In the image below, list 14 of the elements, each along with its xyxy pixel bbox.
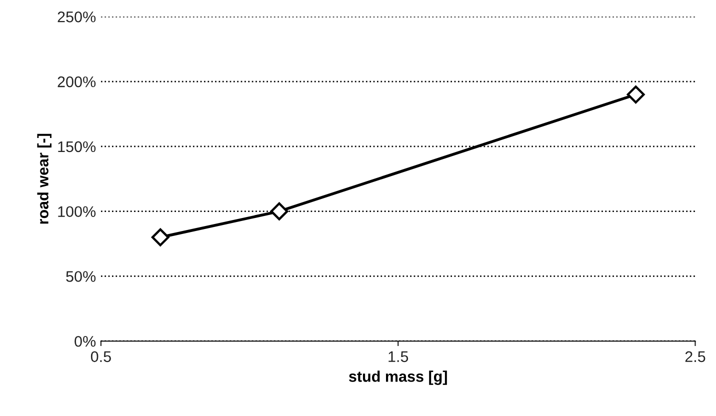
y-axis-title: road wear [-] <box>37 134 52 224</box>
y-tick-label: 150% <box>58 141 96 152</box>
y-tick-label: 250% <box>58 12 96 22</box>
point <box>151 228 170 246</box>
x-tick-label: 2.5 <box>685 351 706 362</box>
y-tick-label: 50% <box>66 271 96 282</box>
y-tick-label: 0% <box>74 336 96 347</box>
y-tick-label: 100% <box>58 206 96 218</box>
x-axis-title: stud mass [g] <box>348 370 447 385</box>
point <box>626 86 645 104</box>
point <box>270 202 288 220</box>
x-tick-label: 0.5 <box>90 351 111 362</box>
x-tick-label: 1.5 <box>388 351 408 362</box>
y-tick-label: 200% <box>58 76 96 88</box>
